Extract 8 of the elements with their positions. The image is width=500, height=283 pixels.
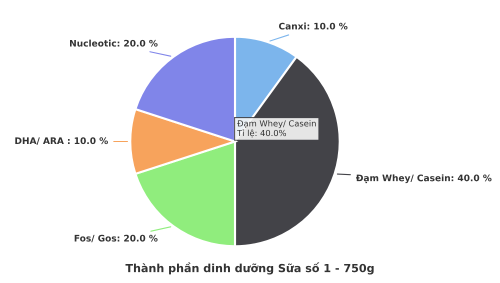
slice-label: Nucleotic: 20.0 %: [70, 40, 158, 47]
slice-label: Canxi: 10.0 %: [278, 22, 348, 30]
text: Đạm Whey/ Casein: [237, 120, 316, 128]
slice-label: Fos/ Gos: 20.0 %: [74, 234, 158, 242]
slice-label: Đạm Whey/ Casein: 40.0 %: [356, 174, 492, 184]
text: Tỉ lệ: 40.0%: [237, 129, 286, 138]
slice-label: DHA/ ARA : 10.0 %: [15, 137, 108, 145]
text: Thành phần dinh dưỡng Sữa số 1 - 750g: [126, 262, 374, 275]
